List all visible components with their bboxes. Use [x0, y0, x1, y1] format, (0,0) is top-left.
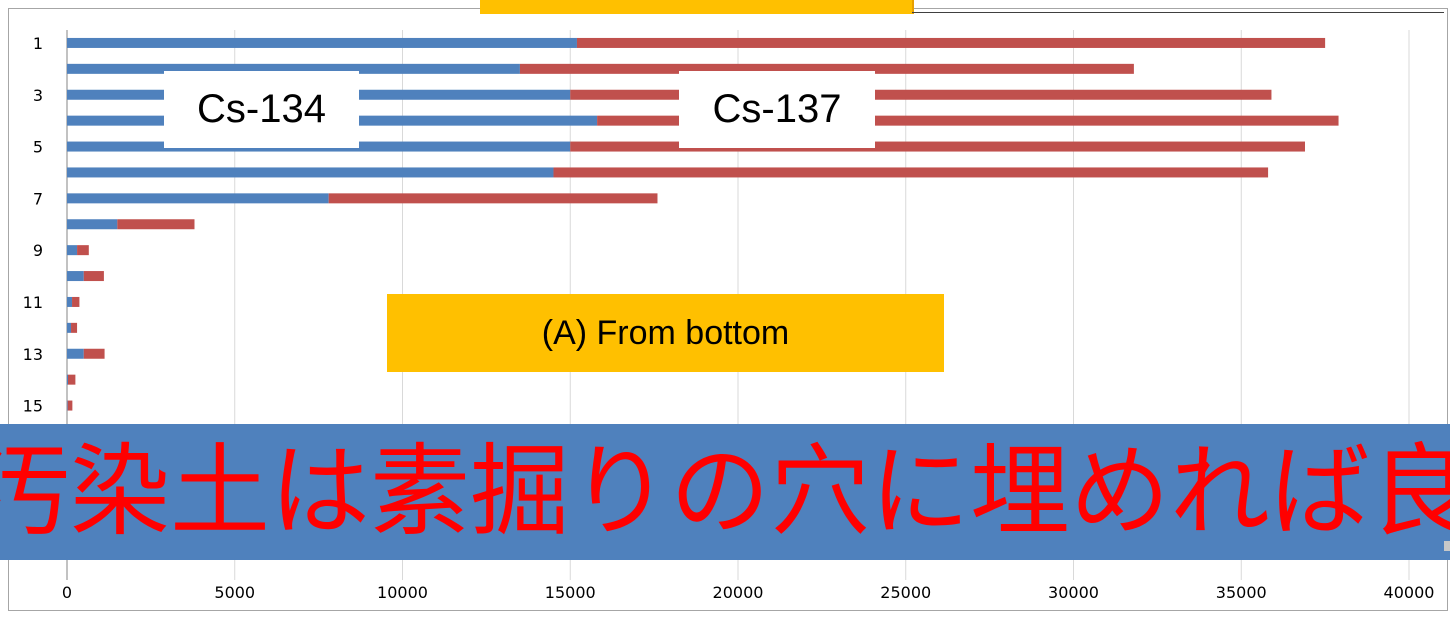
bar-cs134-8: [67, 219, 118, 230]
bar-cs134-11: [67, 296, 73, 307]
x-tick-label: 15000: [545, 583, 596, 602]
bar-cs134-12: [67, 322, 72, 333]
bar-cs137-3: [570, 89, 1272, 100]
bar-cs134-1: [67, 37, 577, 48]
bar-cs134-6: [67, 167, 554, 178]
bar-cs137-2: [519, 63, 1134, 74]
bar-cs137-5: [570, 141, 1305, 152]
x-tick-label: 0: [62, 583, 72, 602]
y-tick-label: 5: [33, 138, 43, 157]
top-line: [912, 12, 1444, 13]
bar-cs137-6: [553, 167, 1269, 178]
series-label-cs134: Cs-134: [164, 71, 359, 148]
y-tick-label: 13: [23, 345, 43, 364]
x-tick-label: 10000: [377, 583, 428, 602]
bar-cs134-9: [67, 245, 78, 256]
x-tick-label: 30000: [1048, 583, 1099, 602]
bar-cs137-15: [67, 400, 73, 411]
y-tick-label: 15: [23, 397, 43, 416]
bar-cs134-14: [67, 374, 69, 385]
bar-cs137-7: [328, 193, 658, 204]
x-tick-label: 25000: [880, 583, 931, 602]
y-tick-label: 3: [33, 86, 43, 105]
x-tick-labels: 0 5000 10000 15000 20000 25000 30000 35000 40000: [62, 583, 1435, 602]
x-tick-label: 40000: [1384, 583, 1435, 602]
bar-cs134-13: [67, 348, 84, 359]
y-tick-label: 11: [23, 293, 43, 312]
bar-cs137-8: [117, 219, 195, 230]
bar-cs134-7: [67, 193, 329, 204]
bar-cs137-9: [77, 245, 89, 256]
bar-cs134-2: [67, 63, 520, 74]
bar-cs137-13: [83, 348, 105, 359]
banner-edge: [1444, 541, 1450, 551]
banner: 汚染土は素掘りの穴に埋めれば良い: [0, 424, 1450, 560]
y-tick-label: 9: [33, 241, 43, 260]
bar-cs137-12: [71, 322, 78, 333]
x-tick-label: 20000: [713, 583, 764, 602]
bar-cs137-4: [597, 115, 1339, 126]
x-tick-label: 35000: [1216, 583, 1267, 602]
bar-cs137-1: [576, 37, 1326, 48]
top-tab: [480, 0, 914, 14]
banner-text: 汚染土は素掘りの穴に埋めれば良い: [0, 433, 1450, 550]
bar-cs137-14: [68, 374, 76, 385]
bar-layer: [67, 37, 1339, 437]
bar-cs137-11: [72, 296, 80, 307]
y-tick-label: 7: [33, 189, 43, 208]
annotation-box: (A) From bottom: [387, 294, 944, 372]
series-label-cs137: Cs-137: [679, 71, 875, 148]
bar-cs134-10: [67, 271, 84, 282]
bar-cs137-10: [83, 271, 104, 282]
bar-cs134-15: [67, 400, 68, 411]
y-tick-label: 1: [33, 34, 43, 53]
x-tick-label: 5000: [214, 583, 255, 602]
